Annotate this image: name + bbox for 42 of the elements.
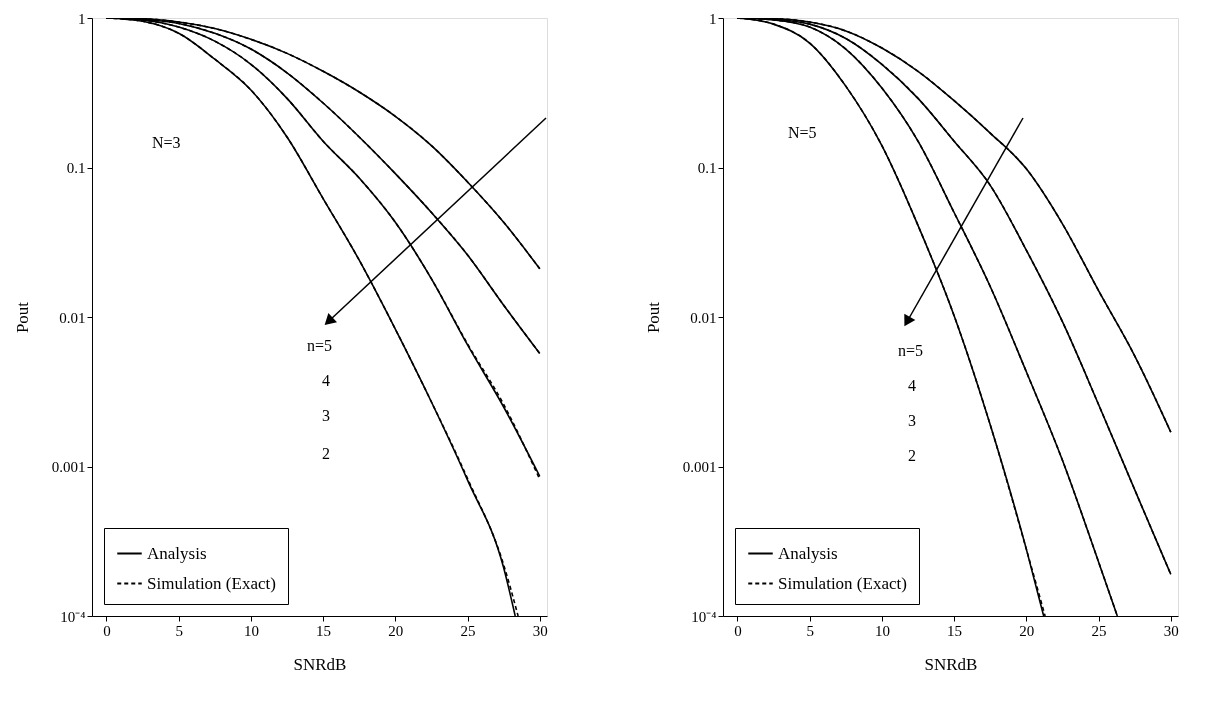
y-axis-title: Pout — [12, 301, 32, 334]
y-tick-label: 10⁻⁴ — [691, 608, 717, 625]
y-tick-label: 1 — [78, 10, 86, 27]
x-tick-label: 30 — [1163, 622, 1179, 639]
x-tick-label: 0 — [103, 622, 111, 639]
annotation: n=5 — [898, 342, 924, 359]
y-tick-label: 0.1 — [66, 160, 86, 176]
y-tick-label: 0.01 — [59, 309, 86, 326]
x-axis-title: SNRdB — [924, 654, 978, 674]
legend-label: Simulation (Exact) — [778, 573, 907, 593]
annotation: 3 — [322, 407, 330, 424]
annotation: 3 — [908, 412, 916, 429]
x-tick-label: 25 — [460, 622, 476, 639]
x-tick-label: 10 — [243, 622, 259, 639]
x-tick-label: 20 — [1019, 622, 1035, 639]
annotation: N=5 — [788, 124, 817, 141]
x-tick-label: 30 — [532, 622, 548, 639]
y-tick-label: 0.1 — [697, 160, 717, 176]
y-tick-label: 0.01 — [690, 309, 717, 326]
legend-label: Simulation (Exact) — [147, 573, 276, 593]
y-tick-label: 0.001 — [682, 459, 717, 475]
y-axis-title: Pout — [643, 301, 663, 334]
annotation: 2 — [322, 445, 330, 462]
legend-label: Analysis — [778, 543, 838, 563]
annotation: n=5 — [307, 337, 333, 354]
x-tick-label: 20 — [388, 622, 404, 639]
x-tick-label: 15 — [947, 622, 963, 639]
x-tick-label: 15 — [316, 622, 332, 639]
x-tick-label: 25 — [1091, 622, 1107, 639]
x-axis-title: SNRdB — [293, 654, 347, 674]
x-tick-label: 5 — [175, 622, 183, 639]
x-tick-label: 5 — [806, 622, 814, 639]
x-tick-label: 0 — [734, 622, 742, 639]
annotation: 4 — [322, 372, 330, 389]
legend-label: Analysis — [147, 543, 207, 563]
annotation: N=3 — [152, 134, 181, 151]
x-tick-label: 10 — [874, 622, 890, 639]
y-tick-label: 1 — [709, 10, 717, 27]
annotation: 2 — [908, 447, 916, 464]
y-tick-label: 0.001 — [51, 459, 86, 475]
y-tick-label: 10⁻⁴ — [60, 608, 86, 625]
annotation: 4 — [908, 377, 916, 394]
